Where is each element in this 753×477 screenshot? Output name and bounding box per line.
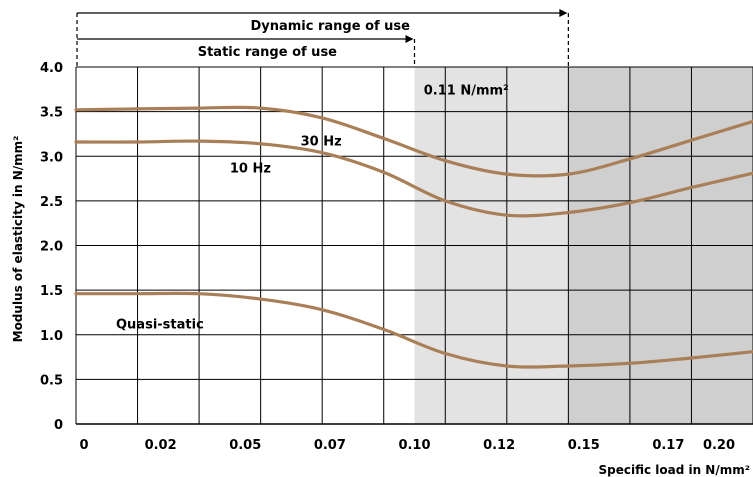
y-tick-label: 4.0 bbox=[40, 61, 63, 76]
y-tick-label: 2.5 bbox=[40, 195, 63, 210]
x-tick-label: 0.17 bbox=[652, 438, 684, 453]
annotations: 0.11 N/mm² bbox=[424, 83, 509, 98]
x-tick-label: 0.20 bbox=[703, 438, 735, 453]
y-tick-label: 3.0 bbox=[40, 150, 63, 165]
series-line bbox=[74, 139, 753, 218]
series-line bbox=[74, 291, 753, 369]
y-tick-label: 3.5 bbox=[40, 106, 63, 121]
y-tick-label: 1.0 bbox=[40, 329, 63, 344]
series-line bbox=[74, 105, 753, 178]
x-axis-title: Specific load in N/mm² bbox=[598, 463, 750, 477]
x-tick-label: 0.07 bbox=[314, 438, 346, 453]
threshold-label: 0.11 N/mm² bbox=[424, 83, 509, 98]
x-tick-label: 0.12 bbox=[483, 438, 515, 453]
series-lines: 30 Hz 10 Hz Quasi-static bbox=[74, 105, 753, 369]
dynamic-range-arrow bbox=[559, 9, 568, 17]
y-tick-label: 0.5 bbox=[40, 373, 63, 388]
y-ticks: 0 0.5 1.0 1.5 2.0 2.5 3.0 3.5 4.0 bbox=[40, 61, 63, 433]
y-tick-label: 2.0 bbox=[40, 240, 63, 255]
series-label: Quasi-static bbox=[116, 318, 204, 333]
x-tick-label: 0.10 bbox=[398, 438, 430, 453]
y-tick-label: 1.5 bbox=[40, 284, 63, 299]
x-tick-label: 0.05 bbox=[229, 438, 261, 453]
range-brackets: Dynamic range of use Static range of use bbox=[76, 9, 569, 67]
series-label: 10 Hz bbox=[230, 161, 271, 176]
dynamic-range-label: Dynamic range of use bbox=[250, 19, 410, 34]
y-axis-title: Modulus of elasticity in N/mm² bbox=[11, 136, 25, 343]
y-tick-label: 0 bbox=[54, 418, 63, 433]
x-tick-label: 0.15 bbox=[568, 438, 600, 453]
static-range-label: Static range of use bbox=[198, 45, 337, 60]
static-range-arrow bbox=[405, 35, 414, 43]
x-ticks: 0 0.02 0.05 0.07 0.10 0.12 0.15 0.17 0.20 bbox=[79, 438, 735, 453]
x-tick-label: 0 bbox=[79, 438, 88, 453]
series-label: 30 Hz bbox=[301, 135, 342, 150]
x-tick-label: 0.02 bbox=[145, 438, 177, 453]
